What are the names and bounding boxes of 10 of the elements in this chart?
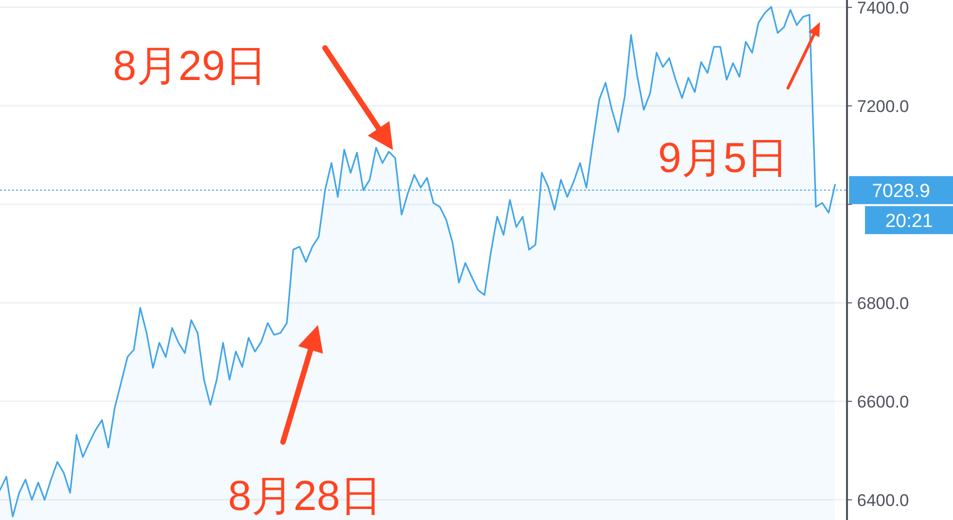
y-tick-label: 6800.0 [857,294,909,313]
annotation: 8月28日 [228,472,382,519]
y-tick-label: 7200.0 [857,96,909,116]
ref-line-label: 7028.9 [872,181,930,202]
text: 20:21 [885,211,933,232]
y-tick-label: 7400.0 [857,0,909,18]
annotation: 8月29日 [113,42,268,89]
annotation: 9月5日 [658,134,789,181]
y-tick-label: 6600.0 [857,392,909,412]
y-tick-label: 6400.0 [857,490,909,510]
